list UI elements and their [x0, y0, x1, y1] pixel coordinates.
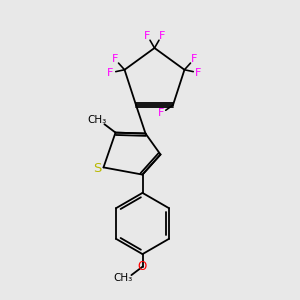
Text: F: F: [191, 54, 197, 64]
Text: F: F: [195, 68, 202, 78]
Text: F: F: [158, 108, 165, 118]
Text: F: F: [144, 31, 151, 40]
Text: F: F: [107, 68, 114, 78]
Text: CH₃: CH₃: [114, 273, 133, 283]
Text: F: F: [158, 31, 165, 40]
Text: O: O: [138, 260, 147, 273]
Text: F: F: [112, 54, 118, 64]
Text: S: S: [93, 162, 102, 176]
Text: CH₃: CH₃: [87, 115, 106, 125]
